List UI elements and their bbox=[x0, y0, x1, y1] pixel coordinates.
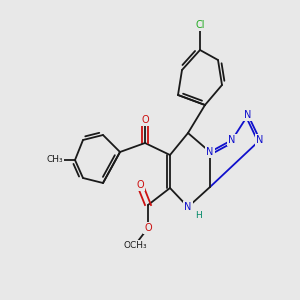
Text: Cl: Cl bbox=[195, 20, 205, 30]
Text: N: N bbox=[184, 202, 192, 212]
Text: N: N bbox=[244, 110, 252, 120]
Text: O: O bbox=[144, 223, 152, 233]
Text: N: N bbox=[228, 135, 236, 145]
Text: H: H bbox=[195, 211, 201, 220]
Text: N: N bbox=[206, 147, 214, 157]
Text: O: O bbox=[141, 115, 149, 125]
Text: OCH₃: OCH₃ bbox=[123, 241, 147, 250]
Text: CH₃: CH₃ bbox=[47, 155, 63, 164]
Text: O: O bbox=[136, 180, 144, 190]
Text: N: N bbox=[256, 135, 264, 145]
